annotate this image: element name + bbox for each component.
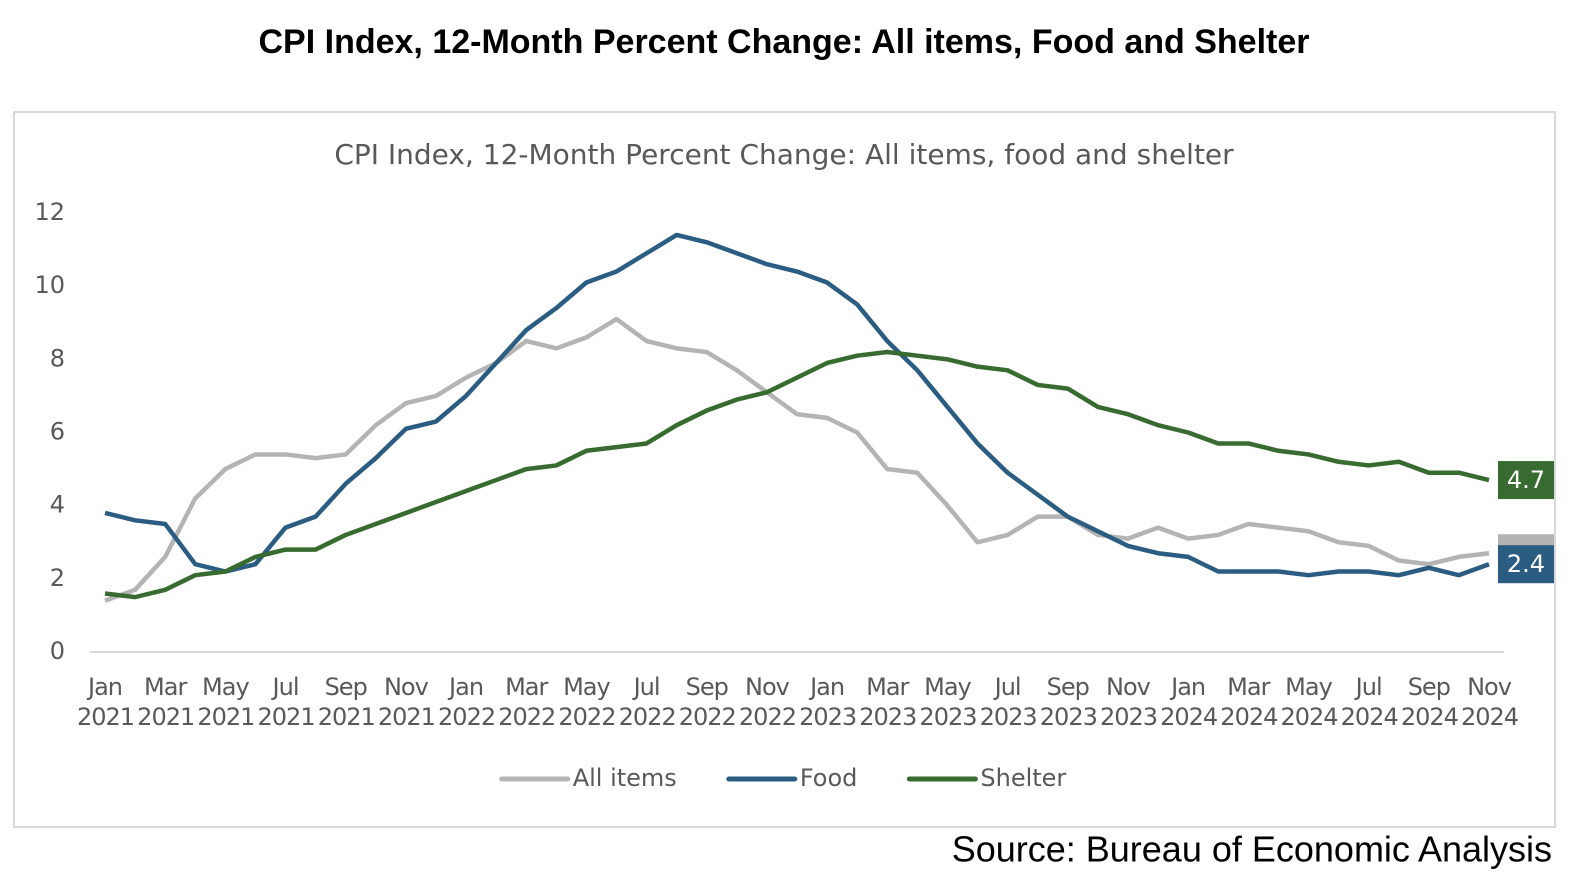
end-label-box bbox=[1498, 545, 1554, 584]
end-label: 2.4 bbox=[1507, 550, 1545, 578]
x-tick-label: Jan 2022 bbox=[438, 673, 496, 731]
x-tick-label: May 2022 bbox=[558, 673, 616, 731]
legend-label: Food bbox=[800, 764, 858, 792]
y-tick-label: 10 bbox=[34, 271, 65, 299]
x-tick-label: Sep 2021 bbox=[317, 673, 376, 731]
chart-title: CPI Index, 12-Month Percent Change: All … bbox=[334, 138, 1234, 171]
line-series bbox=[104, 232, 1490, 578]
x-tick-label: Nov 2024 bbox=[1461, 673, 1519, 731]
line-series bbox=[104, 349, 1490, 600]
x-tick-label: Nov 2021 bbox=[377, 673, 436, 731]
legend-label: All items bbox=[573, 764, 677, 792]
x-tick-label: Mar 2023 bbox=[859, 673, 917, 731]
y-tick-label: 4 bbox=[50, 491, 65, 519]
end-label-box bbox=[1498, 461, 1554, 500]
source: Source: Bureau of Economic Analysis bbox=[952, 829, 1552, 870]
end-label: 4.7 bbox=[1507, 466, 1545, 494]
x-tick-label: Mar 2024 bbox=[1220, 673, 1278, 731]
y-tick-label: 12 bbox=[34, 198, 65, 226]
x-tick-label: Jul 2023 bbox=[979, 673, 1038, 731]
y-tick-label: 6 bbox=[50, 418, 65, 446]
x-tick-label: Mar 2021 bbox=[137, 673, 195, 731]
y-tick-label: 2 bbox=[50, 564, 65, 592]
x-tick-label: Mar 2022 bbox=[498, 673, 556, 731]
x-tick-label: May 2023 bbox=[919, 673, 977, 731]
x-tick-label: Sep 2023 bbox=[1039, 673, 1098, 731]
x-tick-label: Nov 2023 bbox=[1099, 673, 1158, 731]
x-tick-label: Jan 2023 bbox=[799, 673, 857, 731]
y-tick-label: 0 bbox=[50, 637, 65, 665]
x-tick-label: Nov 2022 bbox=[738, 673, 797, 731]
line-series bbox=[104, 316, 1490, 603]
x-tick-label: Jul 2024 bbox=[1340, 673, 1399, 731]
x-tick-label: Sep 2024 bbox=[1400, 673, 1459, 731]
x-tick-label: Jul 2022 bbox=[618, 673, 677, 731]
y-tick-label: 8 bbox=[50, 344, 65, 372]
x-tick-label: Jul 2021 bbox=[257, 673, 316, 731]
x-tick-label: Jan 2024 bbox=[1160, 673, 1218, 731]
x-tick-label: May 2021 bbox=[197, 673, 255, 731]
x-tick-label: Sep 2022 bbox=[678, 673, 737, 731]
x-tick-label: May 2024 bbox=[1280, 673, 1338, 731]
legend-label: Shelter bbox=[980, 764, 1066, 792]
chart-frame bbox=[13, 111, 1556, 828]
x-tick-label: Jan 2021 bbox=[77, 673, 135, 731]
page-title: CPI Index, 12-Month Percent Change: All … bbox=[259, 23, 1310, 61]
